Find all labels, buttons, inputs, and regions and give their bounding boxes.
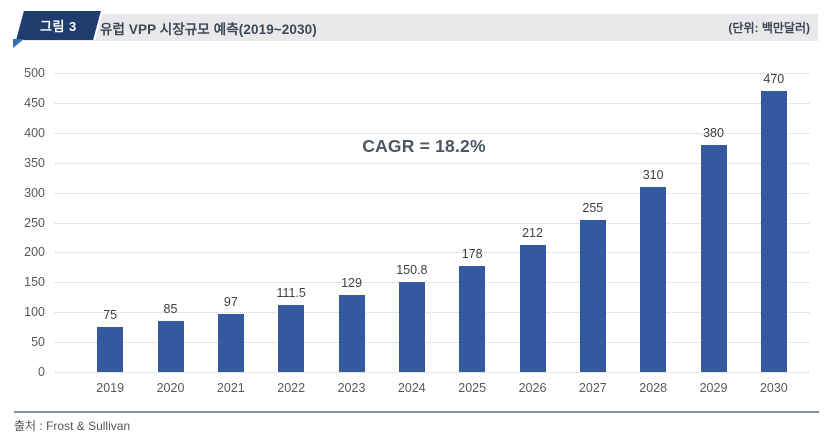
- x-tick-label-2030: 2030: [759, 381, 788, 395]
- gridline-400: [55, 132, 809, 134]
- bar-2030: [760, 90, 787, 372]
- gridline-200: [55, 252, 809, 254]
- x-tick-label-2023: 2023: [337, 381, 366, 395]
- figure-title-bar: 유럽 VPP 시장규모 예측(2019~2030) (단위: 백만달러): [24, 14, 818, 41]
- bar-2023: [338, 294, 365, 372]
- x-tick-label-2024: 2024: [397, 381, 426, 395]
- y-tick-label-0: 0: [38, 365, 45, 379]
- x-tick-label-2028: 2028: [639, 381, 668, 395]
- x-tick-label-2020: 2020: [156, 381, 185, 395]
- y-tick-label-150: 150: [24, 275, 45, 290]
- y-tick-label-300: 300: [24, 185, 45, 200]
- value-label-2025: 178: [461, 246, 483, 261]
- bar-2024: [398, 281, 425, 372]
- y-tick-label-200: 200: [24, 245, 45, 260]
- value-label-2029: 380: [703, 125, 724, 140]
- y-tick-label-250: 250: [24, 215, 45, 230]
- y-tick-label-50: 50: [31, 335, 45, 350]
- cagr-annotation: CAGR = 18.2%: [362, 136, 486, 156]
- gridline-50: [55, 342, 809, 344]
- value-label-2028: 310: [642, 167, 664, 182]
- gridline-100: [55, 312, 809, 314]
- bar-2020: [157, 321, 184, 372]
- unit-label: (단위: 백만달러): [728, 21, 810, 35]
- bar-2029: [700, 144, 727, 372]
- gridline-150: [55, 282, 809, 284]
- bar-2021: [217, 313, 244, 372]
- bar-2019: [97, 327, 124, 372]
- figure-title: 유럽 VPP 시장규모 예측(2019~2030): [100, 21, 317, 37]
- value-label-2030: 470: [763, 71, 785, 86]
- y-tick-label-350: 350: [24, 155, 45, 170]
- y-tick-label-400: 400: [24, 125, 45, 140]
- bar-2022: [278, 305, 305, 372]
- value-label-2021: 97: [223, 294, 238, 309]
- x-tick-label-2026: 2026: [518, 381, 547, 395]
- x-tick-label-2027: 2027: [578, 381, 607, 395]
- value-label-2026: 212: [522, 226, 543, 241]
- value-label-2020: 85: [163, 302, 178, 317]
- gridline-450: [55, 102, 809, 104]
- value-label-2022: 111.5: [276, 286, 306, 301]
- badge-fold-triangle: [13, 39, 24, 48]
- x-tick-label-2019: 2019: [96, 381, 125, 395]
- gridline-500: [55, 73, 809, 74]
- bar-2026: [519, 245, 546, 372]
- source-label: 출처 : Frost & Sullivan: [14, 419, 131, 433]
- value-label-2023: 129: [341, 275, 362, 290]
- x-tick-label-2022: 2022: [277, 381, 306, 395]
- value-label-2027: 255: [582, 200, 604, 215]
- bar-2027: [579, 219, 606, 372]
- bar-2025: [459, 265, 486, 372]
- gridline-0: [55, 372, 809, 373]
- y-tick-label-500: 500: [24, 66, 45, 80]
- value-label-2019: 75: [103, 308, 118, 323]
- x-tick-label-2021: 2021: [216, 381, 245, 395]
- gridline-350: [55, 162, 809, 164]
- x-tick-label-2029: 2029: [699, 381, 728, 395]
- value-label-2024: 150.8: [396, 262, 428, 277]
- y-tick-label-450: 450: [24, 95, 45, 110]
- gridline-250: [55, 222, 809, 224]
- y-tick-label-100: 100: [24, 305, 45, 320]
- x-tick-label-2025: 2025: [458, 381, 487, 395]
- footer-divider: [14, 411, 819, 413]
- gridline-300: [55, 192, 809, 194]
- bar-2028: [640, 186, 667, 372]
